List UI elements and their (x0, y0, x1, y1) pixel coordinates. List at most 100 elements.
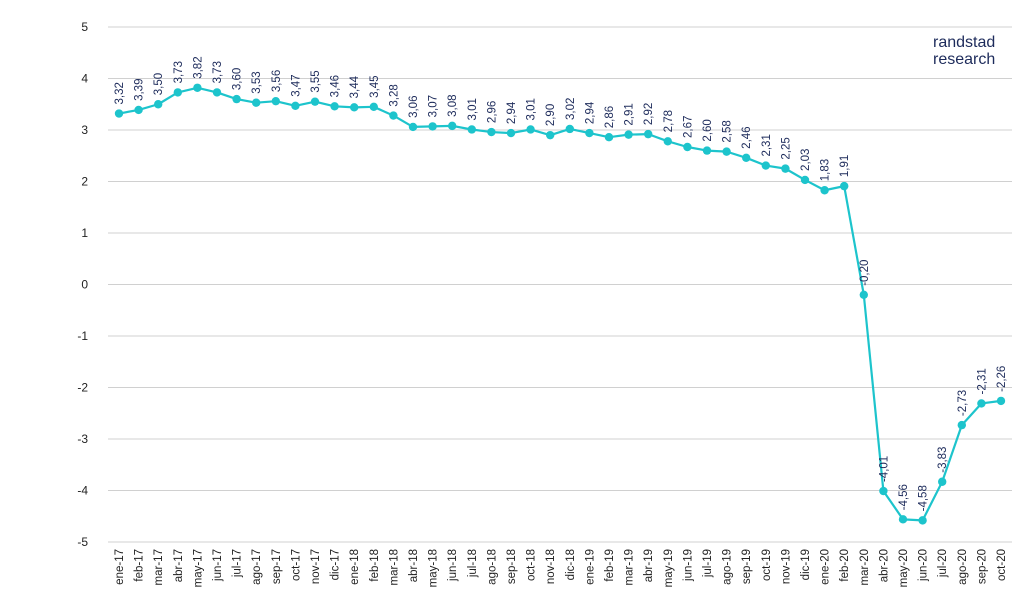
data-label: 3,01 (467, 98, 479, 120)
data-label: 3,28 (388, 84, 400, 106)
data-label: -4,58 (918, 485, 930, 511)
x-tick-label: ago-20 (957, 549, 969, 585)
x-tick-label: sep-19 (741, 549, 753, 584)
y-tick-label: 3 (81, 123, 88, 137)
data-label: 2,31 (761, 134, 773, 156)
data-point (212, 88, 222, 97)
data-label: 3,02 (565, 98, 577, 120)
x-tick-label: nov-17 (310, 549, 322, 584)
x-tick-label: dic-19 (800, 549, 812, 580)
data-label: 1,83 (820, 159, 832, 181)
data-label: -0,20 (859, 260, 871, 286)
y-tick-label: -5 (77, 535, 88, 549)
x-tick-label: feb-19 (604, 549, 616, 582)
data-point (879, 486, 888, 496)
x-tick-label: mar-18 (388, 549, 400, 585)
data-label: 2,86 (604, 106, 616, 128)
data-label: 2,25 (780, 137, 792, 159)
data-label: 2,92 (643, 103, 655, 125)
data-point (154, 100, 163, 109)
x-tick-label: ago-17 (251, 549, 263, 585)
x-tick-label: feb-17 (134, 549, 146, 582)
x-tick-label: sep-17 (271, 549, 283, 584)
x-tick-label: ene-20 (820, 549, 832, 585)
data-label: 3,46 (330, 75, 342, 97)
x-tick-label: may-18 (428, 549, 440, 587)
data-label: -4,56 (898, 484, 910, 510)
x-tick-label: oct-20 (996, 549, 1008, 581)
data-label: 3,55 (310, 70, 322, 92)
data-point (800, 175, 810, 185)
data-label: 3,47 (290, 74, 302, 96)
data-point (389, 111, 398, 120)
x-tick-label: feb-20 (839, 549, 851, 582)
x-tick-label: dic-18 (565, 549, 577, 580)
data-label: 3,73 (173, 61, 185, 83)
data-label: 2,67 (682, 116, 694, 138)
brand-line-1: randstad (933, 34, 996, 51)
data-point (271, 96, 280, 106)
data-point (820, 186, 829, 195)
data-label: -2,31 (976, 368, 988, 394)
x-tick-label: may-20 (898, 549, 910, 587)
data-point (702, 146, 712, 155)
data-point (938, 477, 947, 486)
data-point (310, 97, 320, 106)
x-tick-label: feb-18 (369, 549, 381, 582)
data-label: 2,96 (486, 101, 498, 123)
y-tick-label: 4 (81, 72, 88, 86)
x-tick-label: jun-19 (682, 549, 694, 582)
data-point (526, 125, 535, 134)
x-tick-label: nov-18 (545, 549, 557, 584)
x-tick-label: jun-17 (212, 549, 224, 582)
x-tick-label: abr-19 (643, 549, 655, 582)
x-tick-label: sep-18 (506, 549, 518, 584)
data-point (330, 102, 339, 111)
data-point (859, 290, 868, 299)
data-label: -4,01 (878, 456, 890, 482)
data-label: -3,83 (937, 447, 949, 473)
data-point (232, 94, 241, 104)
data-point (369, 102, 378, 112)
data-label: 3,01 (526, 98, 538, 120)
data-label: 2,94 (584, 101, 596, 124)
x-tick-label: abr-20 (878, 549, 890, 582)
y-tick-label: 1 (81, 226, 88, 240)
x-tick-label: mar-17 (153, 549, 165, 585)
data-point (761, 161, 770, 170)
data-point (898, 515, 908, 524)
x-tick-label: jul-19 (702, 549, 714, 578)
x-tick-label: ene-19 (584, 549, 596, 585)
data-point (977, 399, 986, 408)
data-point (565, 124, 574, 134)
data-label: 2,58 (722, 120, 734, 142)
x-tick-label: mar-19 (624, 549, 636, 585)
data-point (408, 122, 418, 132)
brand-line-2: research (933, 51, 996, 68)
data-label: -2,26 (996, 366, 1008, 392)
data-label: 2,90 (545, 104, 557, 126)
x-tick-label: dic-17 (330, 549, 342, 580)
data-label: 3,44 (349, 75, 361, 98)
data-label: 3,45 (369, 75, 381, 97)
data-point (114, 109, 124, 118)
x-tick-label: jul-20 (937, 549, 949, 578)
grid-lines (108, 26, 1012, 543)
data-labels: 3,32 3,39 3,50 3,73 3,82 3,73 3,60 3,53 3,56 3,47… (114, 56, 1008, 511)
data-point (604, 133, 614, 142)
x-tick-label: jun-18 (447, 549, 459, 582)
x-tick-label: nov-19 (780, 549, 792, 584)
x-tick-label: oct-19 (761, 549, 773, 581)
series-line-group (118, 86, 1002, 522)
x-tick-label: ene-18 (349, 549, 361, 585)
data-point (624, 130, 633, 139)
y-tick-label: -2 (77, 381, 88, 395)
x-tick-label: ago-19 (722, 549, 734, 585)
data-label: 2,03 (800, 149, 812, 171)
brand-logo: randstad research (933, 34, 995, 68)
x-tick-label: jul-18 (467, 549, 479, 578)
data-point (918, 516, 927, 525)
data-point (546, 130, 555, 140)
data-point (722, 147, 731, 156)
